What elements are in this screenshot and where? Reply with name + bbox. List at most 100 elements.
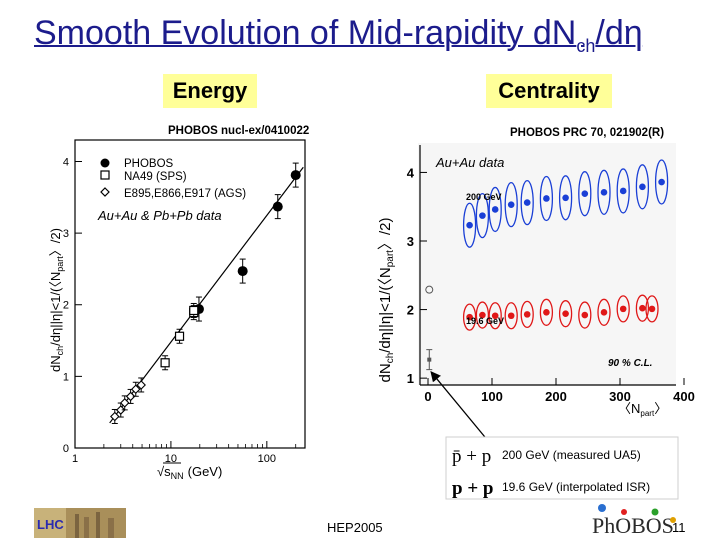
energy-data-points	[110, 162, 301, 424]
cl-contour-200gev	[654, 159, 669, 205]
point-200gev	[466, 221, 473, 229]
cl-contour-200gev	[504, 182, 518, 228]
legend-phobos: PHOBOS	[124, 158, 174, 170]
centrality-x-tick-label: 200	[545, 389, 567, 404]
lhc-logo: LHC	[34, 508, 126, 538]
pp-legend-box	[445, 436, 679, 500]
legend-na49-marker	[100, 170, 110, 180]
point-19gev	[491, 312, 499, 320]
point-19gev	[562, 310, 569, 317]
point-19gev	[466, 313, 473, 321]
energy-x-tick-label: 10	[165, 453, 177, 465]
cl-contour-19gev	[635, 294, 650, 322]
energy-x-tick-label: 100	[258, 453, 276, 465]
right-citation: PHOBOS PRC 70, 021902(R)	[510, 127, 665, 139]
ags-point	[119, 398, 130, 408]
phobos-point	[272, 201, 283, 212]
cl-contour-19gev	[462, 303, 477, 331]
centrality-y-tick-label: 3	[407, 234, 414, 249]
point-200gev	[581, 190, 589, 197]
energy-y-tick-label: 2	[63, 300, 69, 312]
energy-y-tick-label: 4	[63, 156, 69, 168]
cl-contour-19gev	[616, 295, 630, 323]
ags-point	[136, 380, 146, 390]
cl-contour-200gev	[488, 186, 502, 233]
energy-legend: PHOBOS NA49 (SPS) E895,E866,E917 (AGS)	[100, 158, 246, 200]
legend-na49: NA49 (SPS)	[124, 171, 187, 183]
point-19gev	[507, 312, 515, 320]
legend-ags-marker	[100, 187, 110, 197]
point-200gev	[562, 194, 569, 202]
pp-legend-symbol-1: p̄ + p	[452, 446, 491, 467]
point-200gev	[523, 199, 531, 206]
point-200gev	[491, 206, 499, 213]
cl-contour-200gev	[475, 192, 490, 239]
pp-legend-text-1: 200 GeV (measured UA5)	[502, 448, 641, 462]
svg-text:LHC: LHC	[37, 517, 64, 532]
centrality-y-axis-label: dNch/dη||η|<1/(〈Npart〉/2)	[377, 218, 396, 383]
cl-contour-200gev	[558, 175, 573, 221]
energy-y-tick-label: 3	[63, 228, 69, 240]
pp-legend-text-2: 19.6 GeV (interpolated ISR)	[502, 480, 650, 494]
point-200gev	[658, 178, 665, 186]
point-200gev	[543, 195, 550, 202]
phobos-point	[237, 266, 248, 277]
ppbar-point	[425, 285, 434, 294]
ags-point	[125, 391, 136, 402]
centrality-x-tick-label: 0	[424, 389, 431, 404]
cl-contour-19gev	[504, 302, 518, 330]
energy-annotation: Au+Au & Pb+Pb data	[97, 208, 222, 223]
centrality-x-tick-label: 400	[673, 389, 695, 404]
cl-contour-19gev	[558, 300, 573, 328]
svg-text:PhOBOS: PhOBOS	[592, 513, 674, 538]
energy-y-tick-label: 1	[63, 371, 69, 383]
energy-y-axis-label: dNch/dη||η|<1/(〈Npart〉/2)	[48, 228, 65, 372]
centrality-x-tick-label: 300	[609, 389, 631, 404]
cl-label: 90 % C.L.	[608, 358, 652, 369]
phobos-logo: PhOBOS	[592, 504, 676, 538]
legend-ags: E895,E866,E917 (AGS)	[124, 188, 246, 200]
cl-contour-200gev	[462, 202, 477, 248]
energy-x-tick-label: 1	[72, 453, 78, 465]
point-200gev	[479, 212, 486, 219]
label-200gev: 200 GeV	[466, 192, 502, 202]
cl-contour-19gev	[520, 300, 534, 329]
ags-point	[115, 405, 126, 415]
pp-legend-symbol-2: p + p	[452, 478, 493, 499]
cl-contour-200gev	[539, 175, 554, 222]
pp-legend: p̄ + p 200 GeV (measured UA5) p + p 19.6…	[445, 436, 679, 500]
label-19gev: 19.6 GeV	[466, 316, 504, 326]
centrality-x-tick-label: 100	[481, 389, 503, 404]
phobos-point	[290, 170, 301, 181]
energy-fit-line	[109, 166, 304, 424]
ags-point	[130, 384, 141, 395]
point-200gev	[600, 189, 608, 196]
slide-title: Smooth Evolution of Mid-rapidity dNch/dη	[34, 14, 643, 56]
pp-point	[427, 357, 432, 362]
point-19gev	[639, 304, 646, 312]
cl-contour-19gev	[645, 295, 659, 323]
cl-contour-200gev	[520, 179, 534, 226]
point-19gev	[479, 311, 486, 319]
cl-contour-200gev	[597, 169, 611, 215]
energy-x-axis-label: √sNN (GeV)	[157, 464, 222, 481]
centrality-data-points	[425, 159, 669, 371]
energy-plot-frame	[74, 139, 306, 449]
page-number: 11	[672, 520, 686, 535]
na49-point	[174, 331, 185, 341]
point-200gev	[619, 187, 627, 195]
centrality-x-axis-label: 〈Npart〉	[618, 401, 667, 418]
point-19gev	[543, 309, 550, 316]
centrality-y-tick-label: 2	[407, 303, 414, 318]
cl-contour-200gev	[578, 171, 592, 217]
centrality-y-tick-label: 1	[407, 371, 414, 386]
cl-contour-19gev	[597, 298, 611, 326]
centrality-plot-bg	[418, 143, 676, 385]
point-19gev	[581, 311, 589, 319]
centrality-axis-ticks: 1 2 3 4 0 100 200 300 400	[407, 165, 695, 404]
energy-y-tick-label: 0	[63, 443, 69, 455]
cl-contour-19gev	[488, 302, 502, 330]
point-19gev	[648, 305, 656, 313]
